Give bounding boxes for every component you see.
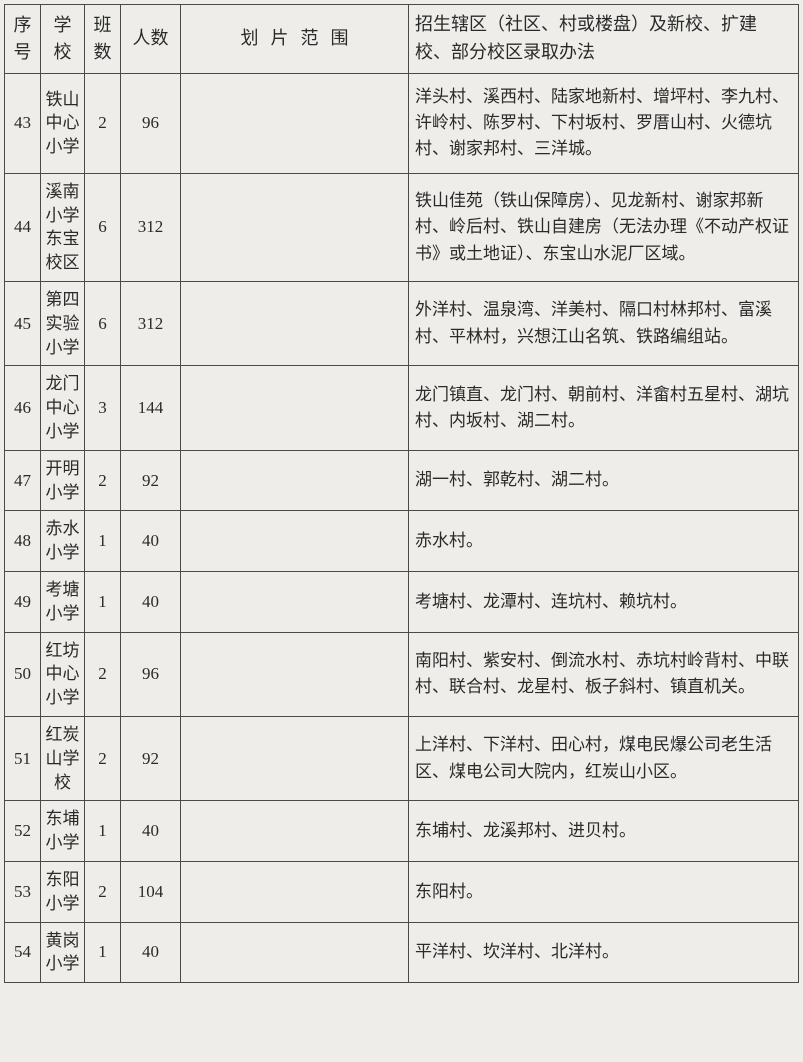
enrollment-table: 序号 学校 班数 人数 划片范围 招生辖区（社区、村或楼盘）及新校、扩建校、部分… bbox=[4, 4, 799, 983]
cell-seq: 52 bbox=[5, 801, 41, 862]
cell-classes: 2 bbox=[85, 861, 121, 922]
cell-classes: 1 bbox=[85, 571, 121, 632]
cell-people: 40 bbox=[121, 922, 181, 983]
cell-desc: 铁山佳苑（铁山保障房）、见龙新村、谢家邦新村、岭后村、铁山自建房（无法办理《不动… bbox=[409, 173, 799, 281]
cell-area bbox=[181, 922, 409, 983]
cell-people: 104 bbox=[121, 861, 181, 922]
table-row: 44溪南小学东宝校区6312 铁山佳苑（铁山保障房）、见龙新村、谢家邦新村、岭后村… bbox=[5, 173, 799, 281]
cell-desc: 上洋村、下洋村、田心村，煤电民爆公司老生活区、煤电公司大院内，红炭山小区。 bbox=[409, 716, 799, 800]
cell-seq: 45 bbox=[5, 282, 41, 366]
cell-people: 312 bbox=[121, 282, 181, 366]
cell-area bbox=[181, 73, 409, 173]
cell-seq: 44 bbox=[5, 173, 41, 281]
cell-classes: 1 bbox=[85, 511, 121, 572]
cell-classes: 1 bbox=[85, 922, 121, 983]
table-header: 序号 学校 班数 人数 划片范围 招生辖区（社区、村或楼盘）及新校、扩建校、部分… bbox=[5, 5, 799, 74]
cell-school: 东埔小学 bbox=[41, 801, 85, 862]
cell-area bbox=[181, 450, 409, 511]
cell-seq: 53 bbox=[5, 861, 41, 922]
cell-school: 龙门中心小学 bbox=[41, 366, 85, 450]
cell-people: 40 bbox=[121, 511, 181, 572]
cell-people: 96 bbox=[121, 632, 181, 716]
table-row: 51红炭山学校292 上洋村、下洋村、田心村，煤电民爆公司老生活区、煤电公司大院内… bbox=[5, 716, 799, 800]
cell-desc: 平洋村、坎洋村、北洋村。 bbox=[409, 922, 799, 983]
cell-desc: 龙门镇直、龙门村、朝前村、洋畲村五星村、湖坑村、内坂村、湖二村。 bbox=[409, 366, 799, 450]
cell-school: 第四实验小学 bbox=[41, 282, 85, 366]
cell-desc: 东埔村、龙溪邦村、进贝村。 bbox=[409, 801, 799, 862]
cell-desc: 考塘村、龙潭村、连坑村、赖坑村。 bbox=[409, 571, 799, 632]
table-row: 48赤水小学140 赤水村。 bbox=[5, 511, 799, 572]
cell-area bbox=[181, 571, 409, 632]
table-row: 49考塘小学140 考塘村、龙潭村、连坑村、赖坑村。 bbox=[5, 571, 799, 632]
cell-classes: 6 bbox=[85, 173, 121, 281]
cell-classes: 6 bbox=[85, 282, 121, 366]
cell-school: 红炭山学校 bbox=[41, 716, 85, 800]
cell-seq: 48 bbox=[5, 511, 41, 572]
cell-people: 312 bbox=[121, 173, 181, 281]
cell-seq: 50 bbox=[5, 632, 41, 716]
cell-area bbox=[181, 366, 409, 450]
cell-area bbox=[181, 173, 409, 281]
table-row: 50红坊中心小学296 南阳村、紫安村、倒流水村、赤坑村岭背村、中联村、联合村、龙… bbox=[5, 632, 799, 716]
cell-people: 92 bbox=[121, 716, 181, 800]
cell-desc: 洋头村、溪西村、陆家地新村、增坪村、李九村、许岭村、陈罗村、下村坂村、罗厝山村、… bbox=[409, 73, 799, 173]
table-row: 46龙门中心小学3144 龙门镇直、龙门村、朝前村、洋畲村五星村、湖坑村、内坂村、… bbox=[5, 366, 799, 450]
cell-classes: 1 bbox=[85, 801, 121, 862]
cell-classes: 3 bbox=[85, 366, 121, 450]
cell-desc: 东阳村。 bbox=[409, 861, 799, 922]
cell-classes: 2 bbox=[85, 450, 121, 511]
cell-school: 东阳小学 bbox=[41, 861, 85, 922]
cell-desc: 南阳村、紫安村、倒流水村、赤坑村岭背村、中联村、联合村、龙星村、板子斜村、镇直机… bbox=[409, 632, 799, 716]
table-body: 43铁山中心小学296洋头村、溪西村、陆家地新村、增坪村、李九村、许岭村、陈罗村… bbox=[5, 73, 799, 982]
cell-school: 考塘小学 bbox=[41, 571, 85, 632]
cell-seq: 54 bbox=[5, 922, 41, 983]
cell-people: 92 bbox=[121, 450, 181, 511]
cell-seq: 43 bbox=[5, 73, 41, 173]
table-row: 54黄岗小学140 平洋村、坎洋村、北洋村。 bbox=[5, 922, 799, 983]
cell-area bbox=[181, 801, 409, 862]
cell-people: 40 bbox=[121, 571, 181, 632]
document-page: 序号 学校 班数 人数 划片范围 招生辖区（社区、村或楼盘）及新校、扩建校、部分… bbox=[0, 0, 803, 987]
cell-school: 红坊中心小学 bbox=[41, 632, 85, 716]
table-row: 47开明小学292 湖一村、郭乾村、湖二村。 bbox=[5, 450, 799, 511]
table-row: 53东阳小学2104 东阳村。 bbox=[5, 861, 799, 922]
cell-desc: 赤水村。 bbox=[409, 511, 799, 572]
cell-seq: 47 bbox=[5, 450, 41, 511]
cell-classes: 2 bbox=[85, 73, 121, 173]
cell-classes: 2 bbox=[85, 632, 121, 716]
header-area: 划片范围 bbox=[181, 5, 409, 74]
cell-area bbox=[181, 716, 409, 800]
cell-seq: 51 bbox=[5, 716, 41, 800]
cell-school: 赤水小学 bbox=[41, 511, 85, 572]
cell-area bbox=[181, 282, 409, 366]
cell-desc: 湖一村、郭乾村、湖二村。 bbox=[409, 450, 799, 511]
cell-people: 40 bbox=[121, 801, 181, 862]
header-classes: 班数 bbox=[85, 5, 121, 74]
cell-school: 溪南小学东宝校区 bbox=[41, 173, 85, 281]
cell-area bbox=[181, 511, 409, 572]
cell-people: 96 bbox=[121, 73, 181, 173]
cell-seq: 49 bbox=[5, 571, 41, 632]
header-school: 学校 bbox=[41, 5, 85, 74]
cell-classes: 2 bbox=[85, 716, 121, 800]
cell-people: 144 bbox=[121, 366, 181, 450]
table-row: 52东埔小学140 东埔村、龙溪邦村、进贝村。 bbox=[5, 801, 799, 862]
cell-school: 开明小学 bbox=[41, 450, 85, 511]
cell-school: 黄岗小学 bbox=[41, 922, 85, 983]
table-row: 45第四实验小学6312 外洋村、温泉湾、洋美村、隔口村林邦村、富溪村、平林村，兴… bbox=[5, 282, 799, 366]
cell-area bbox=[181, 861, 409, 922]
cell-desc: 外洋村、温泉湾、洋美村、隔口村林邦村、富溪村、平林村，兴想江山名筑、铁路编组站。 bbox=[409, 282, 799, 366]
cell-seq: 46 bbox=[5, 366, 41, 450]
header-desc: 招生辖区（社区、村或楼盘）及新校、扩建校、部分校区录取办法 bbox=[409, 5, 799, 74]
header-seq: 序号 bbox=[5, 5, 41, 74]
table-row: 43铁山中心小学296 洋头村、溪西村、陆家地新村、增坪村、李九村、许岭村、陈罗村… bbox=[5, 73, 799, 173]
header-people: 人数 bbox=[121, 5, 181, 74]
cell-school: 铁山中心小学 bbox=[41, 73, 85, 173]
cell-area bbox=[181, 632, 409, 716]
